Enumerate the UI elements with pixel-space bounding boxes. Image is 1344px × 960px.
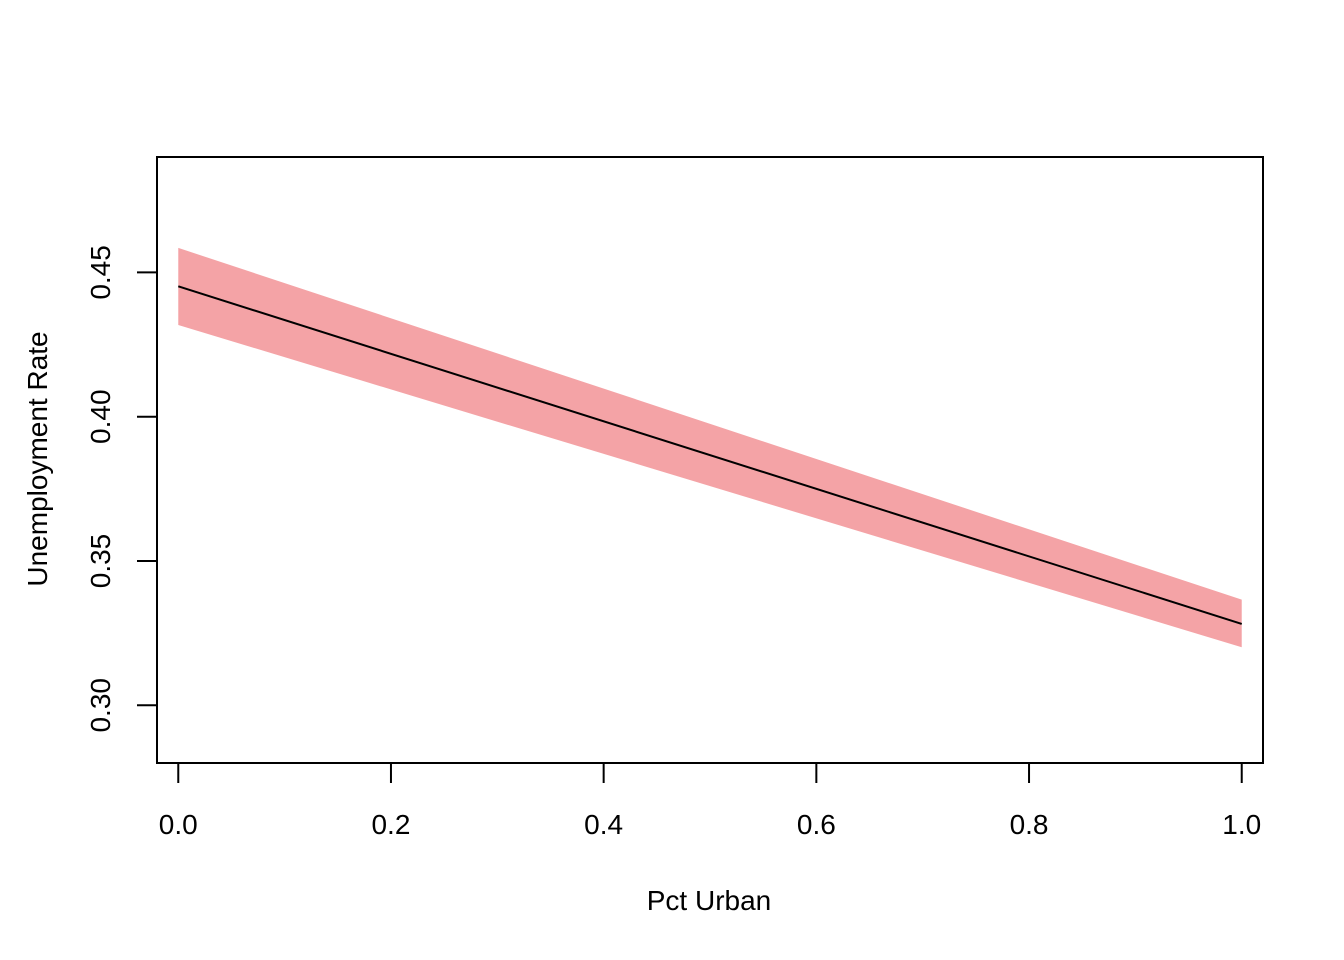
confidence-band [178,247,1242,648]
y-tick-label: 0.45 [85,245,116,300]
axes: 0.0 0.2 0.4 0.6 0.8 1.0 0.30 0.35 0.40 0.45 [85,156,1264,840]
x-tick-label: 0.0 [159,809,198,840]
x-tick-label: 0.4 [584,809,623,840]
fitted-line-0 [177,285,1243,625]
x-axis-label: Pct Urban [647,885,772,916]
y-tick-label: 0.35 [85,534,116,589]
plot-area [177,247,1243,648]
y-tick-label: 0.30 [85,678,116,733]
x-tick-label: 0.2 [371,809,410,840]
x-tick-label: 0.8 [1010,809,1049,840]
y-tick-label: 0.40 [85,389,116,444]
x-tick-label: 1.0 [1222,809,1261,840]
x-tick-label: 0.6 [797,809,836,840]
y-axis-label: Unemployment Rate [22,331,53,586]
